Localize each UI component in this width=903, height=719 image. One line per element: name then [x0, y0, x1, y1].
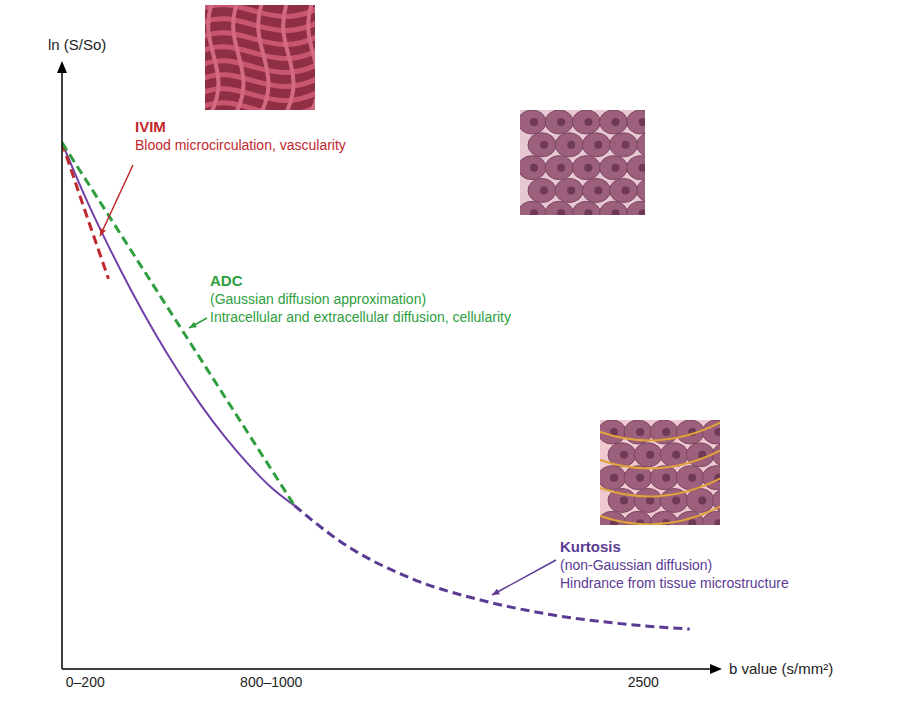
html-text:Intracellular and extracellula: Intracellular and extracellular diffusio… — [210, 309, 511, 325]
svg-text:2500: 2500 — [628, 674, 659, 690]
html-text:ln (S/So): ln (S/So) — [48, 36, 107, 53]
html-text:Hindrance from tissue microstr: Hindrance from tissue microstructure — [560, 575, 789, 591]
html-text:b value (s/mm²): b value (s/mm²) — [729, 660, 834, 677]
html-text:Blood microcirculation, vascul: Blood microcirculation, vascularity — [135, 137, 346, 153]
html-text:IVIM: IVIM — [135, 118, 166, 135]
html-text:ADC: ADC — [210, 272, 243, 289]
html-text:Kurtosis: Kurtosis — [560, 538, 621, 555]
svg-text:800–1000: 800–1000 — [240, 674, 303, 690]
html-text:(non-Gaussian diffusion): (non-Gaussian diffusion) — [560, 557, 713, 573]
svg-text:0–200: 0–200 — [66, 674, 105, 690]
html-text:(Gaussian diffusion approximat: (Gaussian diffusion approximation) — [210, 291, 427, 307]
